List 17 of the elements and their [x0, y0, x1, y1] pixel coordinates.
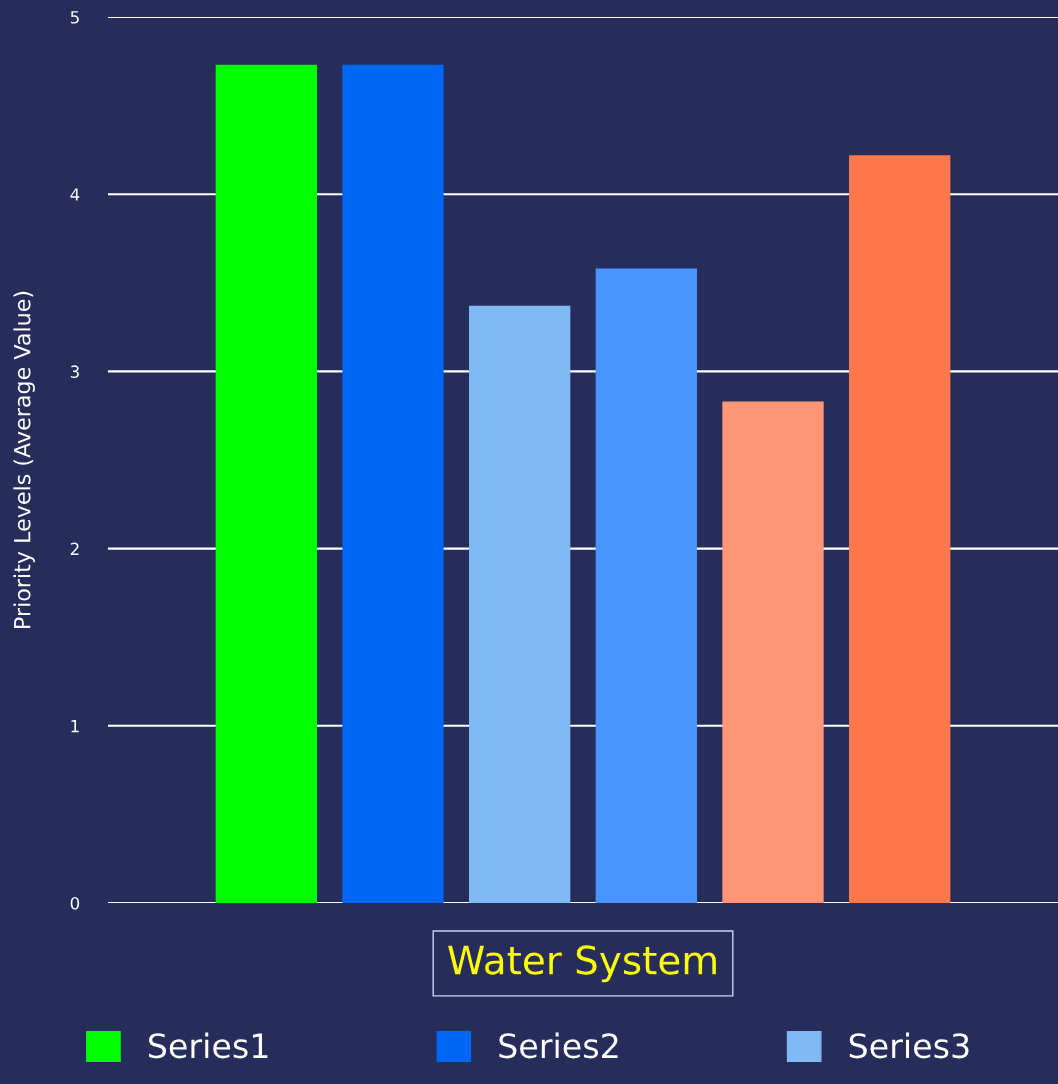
bar	[849, 155, 951, 903]
y-tick-label: 2	[70, 542, 79, 555]
bar	[595, 268, 697, 903]
y-tick-label: 4	[70, 188, 80, 201]
x-tick-label: Water System	[448, 945, 716, 983]
y-tick-label: 3	[70, 365, 79, 378]
y-axis-title: Priority Levels (Average Value)	[13, 291, 35, 628]
legend-label: Series3	[849, 1032, 969, 1059]
y-tick-label: 0	[70, 896, 80, 910]
legend-label: Series2	[499, 1032, 618, 1059]
bar	[342, 64, 444, 903]
bar	[469, 305, 571, 903]
legend-label: Series1	[148, 1032, 268, 1059]
bar	[215, 64, 317, 903]
y-tick-label: 5	[70, 11, 79, 24]
bar	[722, 401, 824, 903]
y-tick-label: 1	[71, 719, 79, 733]
